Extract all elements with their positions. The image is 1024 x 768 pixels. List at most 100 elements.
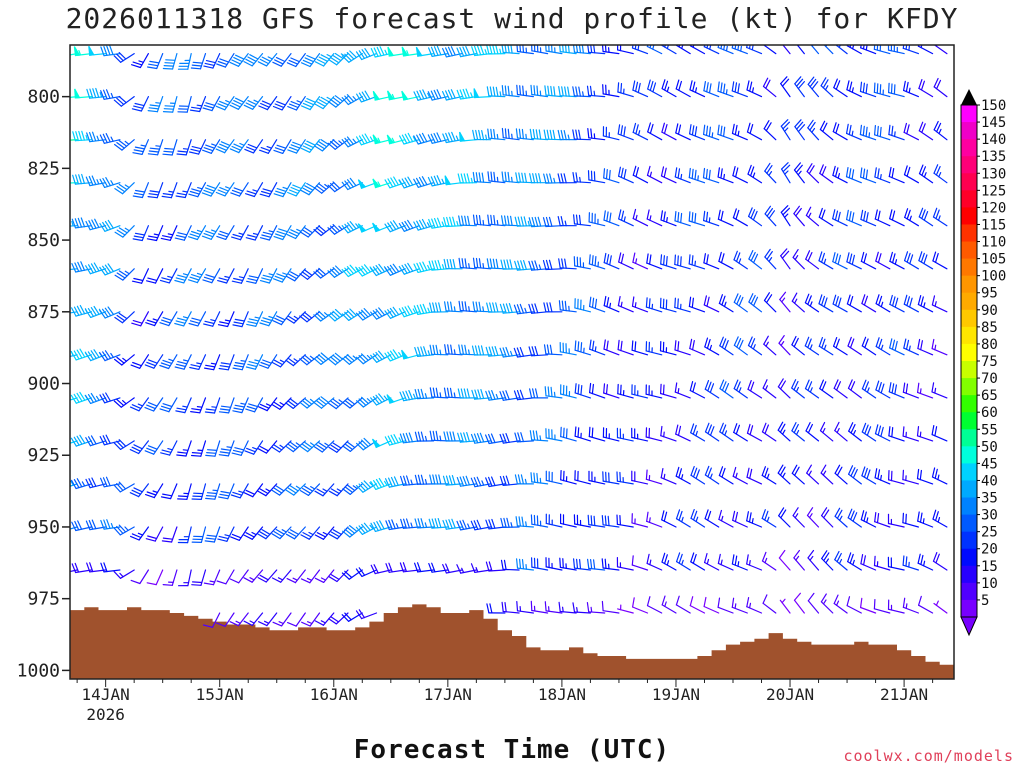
wind-barb [805,206,820,227]
wind-barb [616,427,634,442]
colorbar-tick-label: 40 [981,473,998,489]
wind-barb [100,519,121,530]
wind-barb [731,81,748,98]
wind-barb [160,440,178,456]
wind-barb [819,421,834,442]
wind-barb [341,264,363,278]
wind-barb [688,124,706,141]
wind-barb [257,569,278,583]
wind-barb [399,390,420,402]
wind-barb [442,518,463,530]
wind-barb [487,171,506,184]
wind-barb [271,526,292,540]
wind-barb [204,526,221,543]
wind-barb [661,510,677,528]
wind-barb [873,555,891,571]
wind-barb [820,507,834,528]
wind-barb [314,483,335,497]
wind-barb [147,182,164,199]
wind-barb [245,397,264,413]
wind-barb [602,126,620,141]
wind-barb [717,167,734,184]
wind-barb [631,384,649,399]
wind-barb [341,308,363,321]
wind-barb [486,603,506,614]
x-tick-label: 16JAN [310,685,358,704]
colorbar-segment [961,173,977,191]
wind-barb [889,209,905,227]
wind-barb [689,381,706,399]
wind-barb [473,88,492,99]
wind-barb [85,175,107,187]
wind-barb [175,182,192,199]
wind-barb [529,430,549,442]
wind-barb [514,474,535,485]
wind-barb [205,483,221,500]
wind-barb [601,600,620,614]
wind-barb [874,209,891,227]
wind-barb [215,95,235,111]
wind-barb [587,514,606,528]
wind-barb [246,311,264,327]
wind-barb [933,164,948,184]
wind-barb [804,379,820,399]
wind-barb [631,555,649,571]
wind-barb [793,205,805,227]
wind-barb [259,225,278,241]
wind-barb [174,354,192,370]
wind-barb [632,208,649,227]
wind-barb [99,219,121,232]
wind-barb [874,167,891,184]
colorbar-tick-label: 75 [981,354,998,370]
wind-barb [516,84,535,98]
wind-barb [313,352,335,365]
wind-barb [762,594,777,614]
wind-barb [631,45,649,55]
colorbar-tick-label: 25 [981,525,998,541]
wind-barb [832,252,848,270]
wind-barb [271,483,292,496]
wind-barb [259,268,278,284]
wind-barb [99,476,121,488]
wind-barb [902,512,920,528]
wind-barb [113,569,135,579]
wind-barb [859,597,877,614]
wind-barb [846,596,862,614]
wind-barb [401,46,420,57]
wind-barb [370,46,392,58]
wind-barb [588,426,606,442]
wind-barb [733,336,748,356]
wind-barb [733,293,748,313]
wind-barb [245,225,264,241]
wind-barb [806,163,820,184]
wind-barb [218,440,235,457]
wind-barb [572,172,592,184]
wind-barb [559,384,577,399]
wind-barb [177,526,192,544]
wind-barb [130,354,149,369]
wind-barb [543,302,563,313]
wind-barb [875,337,891,356]
wind-barb [746,423,763,442]
wind-barb [201,225,221,240]
wind-barb [573,514,592,528]
wind-barb [472,214,492,227]
wind-barb [704,509,720,528]
colorbar-segment [961,514,977,533]
wind-barb [848,422,862,442]
wind-barb [805,250,820,270]
wind-barb [873,598,891,614]
wind-barb [918,251,934,270]
wind-barb [819,120,834,141]
wind-barb [631,597,649,614]
wind-barb [731,554,748,571]
wind-barb [859,124,877,141]
wind-barb [313,182,335,194]
wind-barb [719,422,734,442]
colorbar-tick-label: 15 [981,559,998,575]
wind-barb [833,379,848,399]
colorbar-segment [961,497,977,516]
plot-frame [69,44,955,680]
wind-barb [145,526,164,542]
wind-barb [114,182,135,195]
